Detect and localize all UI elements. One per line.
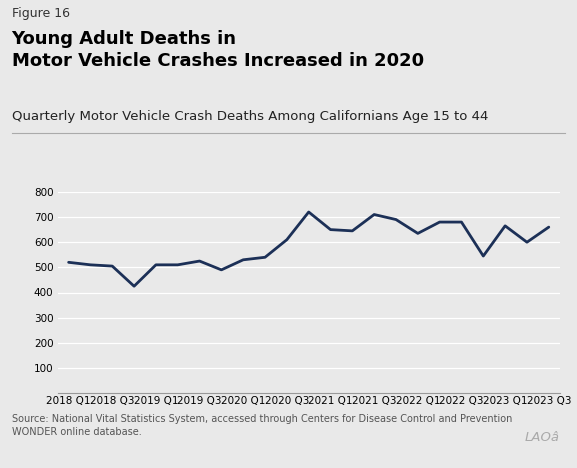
Text: Young Adult Deaths in
Motor Vehicle Crashes Increased in 2020: Young Adult Deaths in Motor Vehicle Cras… bbox=[12, 30, 424, 70]
Text: Figure 16: Figure 16 bbox=[12, 7, 70, 20]
Text: Quarterly Motor Vehicle Crash Deaths Among Californians Age 15 to 44: Quarterly Motor Vehicle Crash Deaths Amo… bbox=[12, 110, 488, 123]
Text: LAOâ: LAOâ bbox=[524, 431, 560, 444]
Text: Source: National Vital Statistics System, accessed through Centers for Disease C: Source: National Vital Statistics System… bbox=[12, 414, 512, 438]
